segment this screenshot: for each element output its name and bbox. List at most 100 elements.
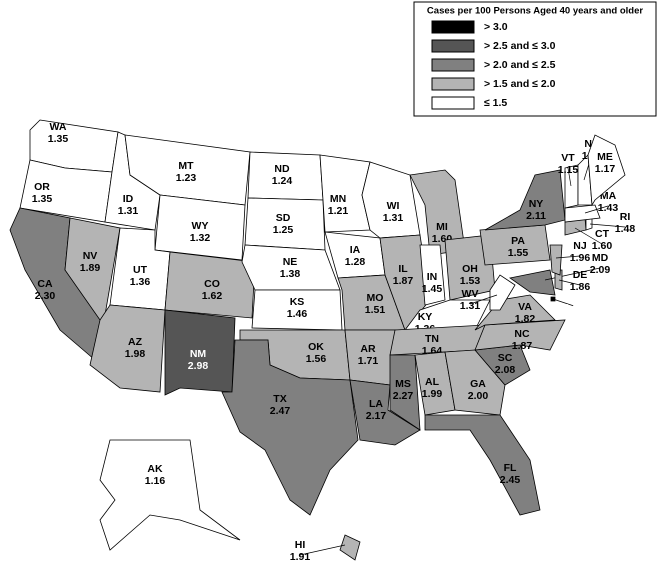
state-value: 1.32 (190, 232, 211, 244)
state-abbr: MN (330, 193, 346, 205)
state (587, 134, 626, 207)
state-abbr: VT (561, 152, 575, 164)
leader-line (552, 298, 575, 307)
state (564, 204, 601, 223)
state-value: 1.35 (32, 193, 53, 205)
state-value: 2.00 (468, 390, 489, 402)
state-abbr: NC (514, 328, 530, 340)
state-value: 1.46 (287, 308, 308, 320)
state-abbr: MO (367, 292, 384, 304)
state-abbr: MS (395, 378, 411, 390)
state-value: 1.53 (460, 275, 481, 287)
state-abbr: CO (204, 278, 220, 290)
state-value: 1.86 (570, 281, 591, 293)
state-value: 1.16 (145, 475, 166, 487)
state (164, 309, 236, 396)
state-abbr: TX (273, 393, 286, 405)
state-value: 1.25 (273, 224, 294, 236)
state (419, 244, 446, 306)
legend-label: > 3.0 (484, 21, 508, 33)
state-abbr: MI (436, 221, 448, 233)
state (389, 354, 421, 431)
state-abbr: DE (573, 269, 588, 281)
state-value: 3.62 (564, 302, 585, 314)
legend-swatch (431, 39, 475, 53)
legend-swatch (431, 77, 475, 91)
state-value: 1.91 (290, 551, 311, 563)
state-abbr: SC (498, 352, 513, 364)
leader-line (544, 267, 601, 281)
state (221, 339, 359, 516)
legend-swatch (431, 58, 475, 72)
state-abbr: NJ (573, 240, 587, 252)
state-abbr: ID (123, 193, 134, 205)
state-value: 2.27 (393, 390, 414, 402)
state-value: 2.30 (35, 290, 56, 302)
legend-label: ≤ 1.5 (484, 97, 507, 109)
state-abbr: WY (192, 220, 209, 232)
leader-line (584, 205, 609, 214)
state-abbr: WI (387, 200, 400, 212)
state-value: 1.31 (118, 205, 139, 217)
leader-line (567, 167, 572, 187)
state-abbr: IN (427, 271, 438, 283)
state-abbr: MD (592, 252, 609, 264)
legend-label: > 1.5 and ≤ 2.0 (484, 78, 556, 90)
state-value: 1.87 (393, 275, 414, 287)
leader-line (555, 255, 581, 259)
state (99, 439, 241, 551)
state (509, 269, 556, 296)
state-abbr: UT (133, 264, 148, 276)
state-value: 1.51 (365, 304, 386, 316)
state-value: 1.99 (422, 388, 443, 400)
state-abbr: WV (462, 288, 479, 300)
state-abbr: GA (470, 378, 486, 390)
state-abbr: DC (566, 290, 582, 302)
state-abbr: LA (369, 398, 383, 410)
state-value: 1.98 (125, 348, 146, 360)
state-abbr: AL (425, 376, 440, 388)
state-abbr: KS (290, 296, 305, 308)
state-value: 1.35 (48, 133, 69, 145)
state-value: 1.31 (383, 212, 404, 224)
state-abbr: NV (83, 250, 98, 262)
state-abbr: SD (276, 212, 291, 224)
state-abbr: IA (350, 244, 361, 256)
state-abbr: FL (504, 462, 517, 474)
state-value: 1.15 (558, 164, 579, 176)
state-abbr: NY (529, 198, 544, 210)
state-value: 1.43 (598, 202, 619, 214)
state-abbr: ME (597, 151, 613, 163)
state-abbr: AR (360, 343, 376, 355)
state (484, 169, 566, 231)
state-abbr: CT (595, 228, 610, 240)
state (549, 244, 563, 276)
state-value: 1.31 (460, 300, 481, 312)
state-abbr: OR (34, 181, 50, 193)
state-value: 1.21 (328, 205, 349, 217)
state-abbr: RI (620, 211, 631, 223)
state-abbr: KY (418, 311, 433, 323)
state-abbr: IL (398, 263, 408, 275)
state (424, 414, 541, 516)
state (339, 534, 361, 561)
state-abbr: MT (178, 160, 194, 172)
state-value: 2.98 (188, 360, 209, 372)
leader-line (299, 544, 346, 556)
state-abbr: CA (37, 278, 53, 290)
legend-title: Cases per 100 Persons Aged 40 years and … (427, 6, 643, 17)
state-abbr: OH (462, 263, 478, 275)
state-value: 1.28 (345, 256, 366, 268)
state-abbr: AK (147, 463, 163, 475)
state-abbr: AZ (128, 336, 143, 348)
state-value: 2.47 (270, 405, 291, 417)
state-value: 2.11 (526, 210, 546, 222)
state-abbr: NM (190, 348, 207, 360)
state-value: 1.60 (592, 240, 613, 252)
state-value: 2.17 (366, 410, 387, 422)
state (444, 349, 506, 416)
state-value: 1.62 (202, 290, 223, 302)
state-abbr: NE (283, 256, 298, 268)
state (489, 274, 516, 311)
state-value: 1.36 (130, 276, 151, 288)
